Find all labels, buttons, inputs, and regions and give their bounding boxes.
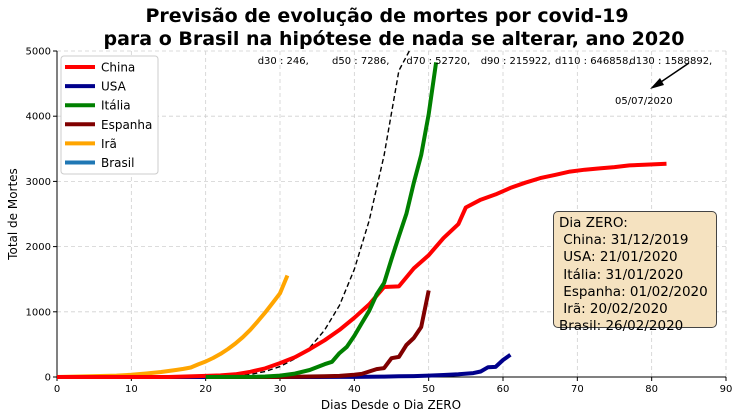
info-line: Irã: 20/02/2020 [559,301,668,318]
info-line: China: 31/12/2019 [559,232,689,249]
series-line-espanha [205,290,431,379]
x-tick-label: 30 [274,384,287,395]
y-tick-label: 5000 [26,47,51,58]
chart-title-line-1: Previsão de evolução de mortes por covid… [145,5,628,27]
info-line: USA: 21/01/2020 [559,249,678,266]
legend-label: Brasil [101,156,134,170]
day-zero-info-box: Dia ZERO: China: 31/12/2019 USA: 21/01/2… [553,211,717,334]
x-tick-label: 80 [645,384,658,395]
x-tick-label: 70 [571,384,584,395]
series-lines [56,50,667,379]
day-annotation: d50 : 7286, [332,56,389,67]
y-tick-label: 4000 [26,112,51,123]
x-tick-label: 10 [125,384,138,395]
series-line-itália [205,62,439,379]
day-annotation: d130 : 1588892, [629,56,712,67]
y-tick-label: 2000 [26,242,51,253]
x-tick-label: 90 [720,384,733,395]
day-annotations: d30 : 246, d50 : 7286, d70 : 52720, d90 : 2… [258,56,713,67]
legend: China USA Itália Espanha Irã Brasil [60,55,159,175]
day-annotation: d90 : 215922, [481,56,551,67]
day-annotation: d70 : 52720, [406,56,470,67]
arrow-date-label: 05/07/2020 [615,96,673,107]
series-line-irã [56,274,290,379]
y-tick-label: 3000 [26,177,51,188]
y-axis-label: Total de Mortes [6,168,20,261]
x-tick-label: 50 [422,384,435,395]
y-tick-label: 1000 [26,307,51,318]
arrow-head [650,78,664,89]
arrow-annotation: 05/07/2020 [615,62,690,107]
projection-line [220,50,410,378]
legend-label: China [101,61,135,75]
y-tick-label: 0 [45,373,51,384]
x-ticks: 0 10 20 30 40 50 60 70 80 90 [54,377,733,395]
x-axis-label: Dias Desde o Dia ZERO [321,398,461,412]
info-line: Espanha: 01/02/2020 [559,283,708,300]
legend-label: Irã [101,137,117,151]
day-annotation: d110 : 646858, [555,56,632,67]
x-tick-label: 0 [54,384,60,395]
x-tick-label: 40 [348,384,361,395]
info-line: Dia ZERO: [559,215,628,231]
day-annotation: d30 : 246, [258,56,309,67]
y-ticks: 0 1000 2000 3000 4000 5000 [26,47,57,384]
chart-title-line-2: para o Brasil na hipótese de nada se alt… [103,28,684,50]
x-tick-label: 60 [497,384,510,395]
legend-label: USA [101,80,127,94]
legend-label: Itália [101,99,131,113]
info-line: Brasil: 26/02/2020 [559,318,684,335]
x-tick-label: 20 [199,384,212,395]
series-line-china [57,161,667,379]
info-line: Itália: 31/01/2020 [559,266,684,283]
legend-label: Espanha [101,118,152,132]
